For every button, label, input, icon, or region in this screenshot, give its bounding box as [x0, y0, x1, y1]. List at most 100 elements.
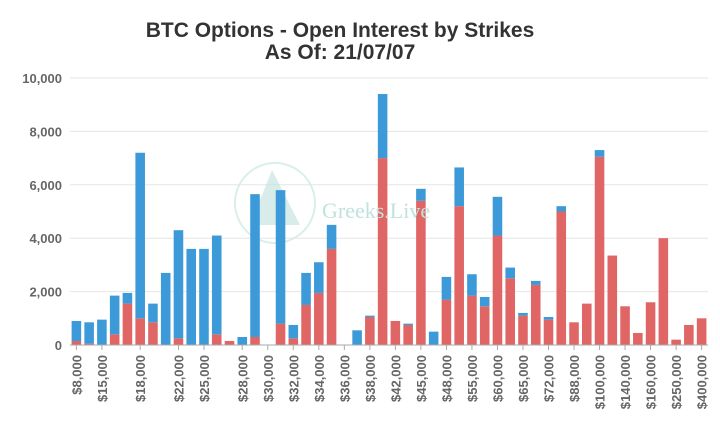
bar-call — [479, 296, 490, 307]
bar-call — [109, 295, 120, 335]
bar-put — [645, 302, 656, 345]
bar-call — [250, 194, 260, 337]
x-axis-ticks: $8,000 $15,000 $18,000 $22,000 $25,000 $28,00… — [69, 345, 710, 409]
x-tick-label: $60,000 — [490, 355, 505, 402]
y-tick-label: 8,000 — [29, 124, 62, 139]
watermark-label: Greeks.Live — [322, 198, 430, 223]
x-tick-label: $28,000 — [235, 355, 250, 402]
x-tick-label: $55,000 — [465, 355, 480, 402]
bar-put — [377, 158, 388, 345]
bar-put — [148, 322, 158, 345]
bar-put — [275, 323, 286, 345]
y-tick-label: 6,000 — [29, 178, 62, 193]
bar-put — [454, 206, 464, 345]
bar-put — [211, 334, 222, 345]
x-tick-label: $45,000 — [414, 355, 429, 402]
bar-put — [365, 316, 375, 345]
x-tick-label: $250,000 — [669, 355, 684, 409]
x-tick-label: $140,000 — [618, 355, 633, 409]
bar-put — [505, 278, 516, 345]
x-tick-label: $30,000 — [261, 355, 276, 402]
bar-call — [467, 274, 477, 296]
bar-put — [122, 303, 133, 345]
bar-put — [467, 295, 477, 345]
bar-call — [377, 94, 388, 159]
y-tick-label: 2,000 — [29, 285, 62, 300]
x-tick-label: $65,000 — [516, 355, 531, 402]
bar-put — [569, 322, 579, 345]
x-tick-label: $36,000 — [337, 355, 352, 402]
watermark-logo — [234, 162, 316, 244]
y-tick-label: 4,000 — [29, 231, 62, 246]
bar-put — [543, 319, 554, 345]
bar-put — [658, 238, 669, 345]
bar-call — [301, 272, 311, 305]
bar-put — [416, 200, 426, 345]
bar-call — [492, 196, 503, 236]
bar-put — [135, 318, 145, 345]
x-tick-label: $42,000 — [388, 355, 403, 402]
x-tick-label: $25,000 — [197, 355, 212, 402]
x-tick-label: $15,000 — [95, 355, 110, 402]
chart-title: BTC Options - Open Interest by Strikes — [145, 19, 535, 42]
x-tick-label: $400,000 — [695, 355, 710, 409]
bar-call — [275, 190, 286, 324]
bar-call — [148, 303, 158, 323]
bar-call — [365, 315, 375, 317]
bar-call — [288, 324, 299, 339]
bar-put — [390, 320, 401, 345]
bar-put — [314, 292, 324, 345]
bar-put — [109, 334, 120, 345]
bar-call — [71, 320, 82, 341]
bar-call — [518, 312, 528, 316]
bar-call — [403, 323, 413, 325]
y-tick-label: 10,000 — [22, 71, 62, 86]
x-tick-label: $32,000 — [286, 355, 301, 402]
bar-call — [441, 276, 452, 300]
bar-put — [224, 340, 235, 345]
chart-subtitle: As Of: 21/07/07 — [264, 41, 416, 64]
x-tick-label: $38,000 — [363, 355, 378, 402]
bar-call — [160, 272, 171, 345]
bar-put — [441, 299, 452, 345]
bars — [71, 94, 707, 345]
bar-call — [186, 248, 197, 345]
bar-put — [479, 306, 490, 345]
bar-call — [326, 224, 337, 249]
bar-put — [71, 340, 82, 345]
bar-call — [199, 248, 209, 345]
bar-call — [173, 230, 184, 339]
bar-put — [173, 338, 184, 345]
bar-put — [607, 255, 618, 345]
bar-call — [97, 319, 107, 345]
bar-put — [288, 338, 299, 345]
bar-put — [556, 211, 567, 345]
x-tick-label: $88,000 — [567, 355, 582, 402]
bar-put — [620, 306, 630, 345]
bar-put — [696, 318, 707, 345]
bar-call — [135, 152, 145, 319]
bar-call — [211, 235, 222, 335]
bar-call — [428, 331, 439, 345]
x-tick-label: $72,000 — [542, 355, 557, 402]
bar-put — [530, 284, 541, 345]
x-tick-label: $8,000 — [69, 355, 84, 395]
x-tick-label: $160,000 — [644, 355, 659, 409]
watermark-text: Greeks.Live — [322, 198, 430, 223]
bar-put — [301, 304, 311, 345]
bar-call — [556, 206, 567, 212]
bar-put — [492, 235, 503, 345]
x-tick-label: $22,000 — [171, 355, 186, 402]
bar-call — [594, 150, 605, 157]
bar-call — [314, 262, 324, 293]
bar-call — [122, 292, 133, 304]
bar-put — [594, 156, 605, 345]
bar-call — [543, 316, 554, 320]
x-tick-label: $18,000 — [133, 355, 148, 402]
bar-put — [326, 248, 337, 345]
bar-call — [237, 336, 248, 345]
bar-put — [403, 324, 413, 345]
x-tick-label: $34,000 — [312, 355, 327, 402]
bar-call — [416, 188, 426, 201]
bar-call — [352, 330, 362, 345]
